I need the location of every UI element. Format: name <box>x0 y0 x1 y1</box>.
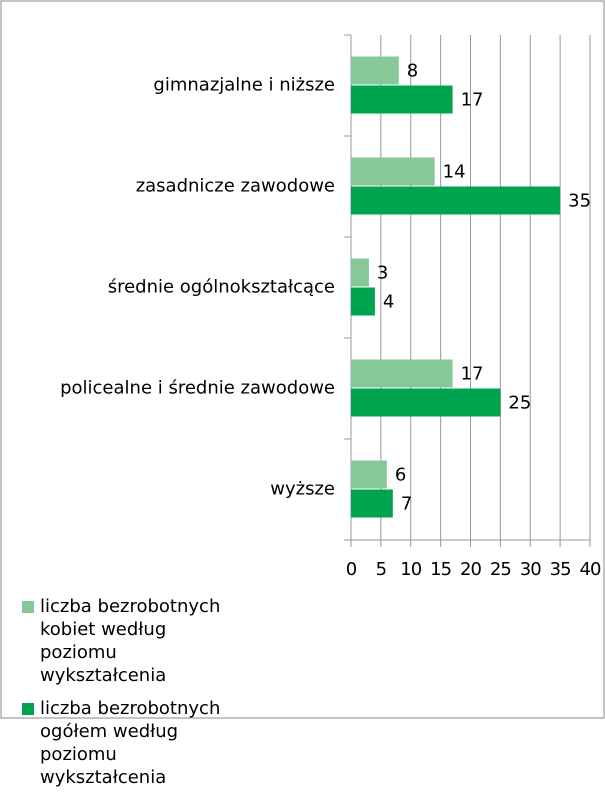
x-tick-label: 15 <box>430 559 451 580</box>
data-label: 17 <box>461 364 484 385</box>
data-label: 14 <box>443 162 466 183</box>
data-label: 17 <box>461 90 484 111</box>
data-label: 4 <box>383 292 394 313</box>
bar <box>351 186 561 215</box>
x-tick-label: 40 <box>580 559 601 580</box>
x-tick-label: 0 <box>346 559 357 580</box>
legend-label: liczba bezrobotnych kobiet według poziom… <box>40 596 221 686</box>
legend-item: liczba bezrobotnych ogółem według poziom… <box>22 697 222 789</box>
bar <box>351 287 375 316</box>
x-tick-label: 20 <box>460 559 481 580</box>
bar <box>351 388 501 417</box>
x-tick-label: 35 <box>550 559 571 580</box>
x-tick-label: 25 <box>490 559 511 580</box>
y-tick-label: zasadnicze zawodowe <box>136 176 335 197</box>
data-label: 6 <box>395 465 406 486</box>
y-tick-label: średnie ogólnokształcące <box>108 277 335 298</box>
y-tick-label: wyższe <box>270 479 335 500</box>
data-label: 8 <box>407 61 418 82</box>
x-tick-label: 10 <box>400 559 421 580</box>
legend-swatch <box>22 703 34 715</box>
y-tick-label: gimnazjalne i niższe <box>153 75 335 96</box>
bar <box>351 85 453 114</box>
data-label: 7 <box>401 494 412 515</box>
y-tick-label: policealne i średnie zawodowe <box>60 378 335 399</box>
bar <box>351 157 435 186</box>
legend-swatch <box>22 601 34 613</box>
bar <box>351 258 369 287</box>
bar <box>351 460 387 489</box>
bar <box>351 489 393 518</box>
x-tick-label: 30 <box>520 559 541 580</box>
x-tick-label: 5 <box>376 559 386 580</box>
data-label: 35 <box>568 191 591 212</box>
data-label: 3 <box>377 263 388 284</box>
bar <box>351 56 399 85</box>
bar <box>351 359 453 388</box>
chart-border <box>0 0 605 719</box>
legend-item: liczba bezrobotnych kobiet według poziom… <box>22 595 222 687</box>
data-label: 25 <box>508 393 531 414</box>
legend-label: liczba bezrobotnych ogółem według poziom… <box>40 698 221 788</box>
